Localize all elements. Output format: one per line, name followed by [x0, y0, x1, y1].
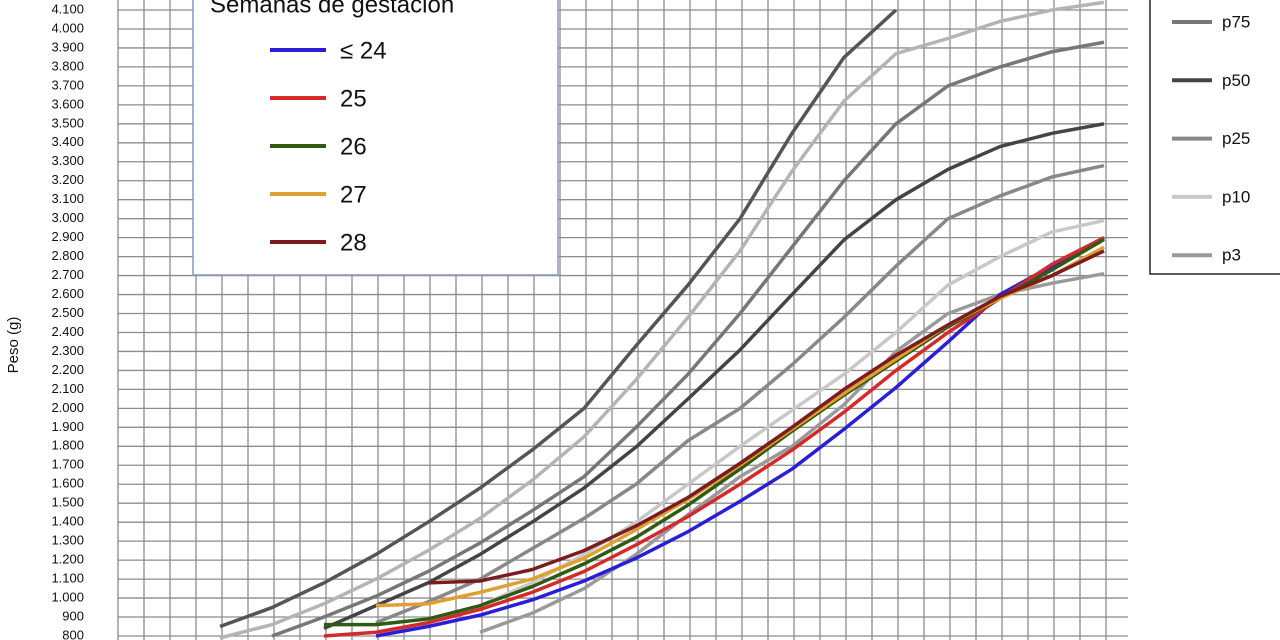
y-tick-label: 1.200 — [51, 552, 84, 567]
series-line — [479, 271, 1105, 634]
legend-label: ≤ 24 — [340, 37, 387, 64]
legend-gestation: Semanas de gestación ≤ 24 25 26 27 28 — [192, 0, 559, 276]
legend-label: p25 — [1222, 129, 1250, 148]
y-tick-label: 1.300 — [51, 533, 84, 548]
y-tick-label: 3.800 — [51, 58, 84, 73]
y-tick-label: 4.000 — [51, 20, 84, 35]
y-tick-label: 900 — [62, 608, 84, 623]
series-line — [271, 40, 1105, 638]
series-line — [323, 236, 1105, 638]
legend-label: 26 — [340, 133, 367, 160]
series-line — [427, 249, 1105, 585]
y-tick-label: 3.500 — [51, 115, 84, 130]
y-tick-label: 4.100 — [51, 1, 84, 16]
y-tick-label: 2.600 — [51, 286, 84, 301]
y-tick-label: 3.300 — [51, 153, 84, 168]
y-tick-label: 3.000 — [51, 210, 84, 225]
legend-label: p3 — [1222, 246, 1241, 265]
series-line — [427, 218, 1105, 623]
series-line — [375, 163, 1105, 625]
series-line — [219, 0, 1105, 640]
legend-label: p50 — [1222, 71, 1250, 90]
y-tick-label: 2.900 — [51, 229, 84, 244]
y-tick-label: 1.600 — [51, 476, 84, 491]
y-tick-label: 1.100 — [51, 571, 84, 586]
y-tick-label: 800 — [62, 627, 84, 640]
y-tick-label: 3.900 — [51, 39, 84, 54]
legend-label: 25 — [340, 85, 367, 112]
y-tick-label: 1.500 — [51, 495, 84, 510]
y-tick-label: 2.700 — [51, 267, 84, 282]
y-tick-label: 1.400 — [51, 514, 84, 529]
series-line — [323, 122, 1105, 631]
y-tick-label: 3.200 — [51, 172, 84, 187]
y-tick-label: 2.500 — [51, 305, 84, 320]
plot-lines — [219, 0, 1105, 640]
legend-box — [1149, 0, 1280, 275]
series-line — [324, 238, 1105, 627]
y-tick-label: 1.800 — [51, 438, 84, 453]
y-tick-label: 3.600 — [51, 96, 84, 111]
y-tick-label: 1.900 — [51, 419, 84, 434]
y-tick-label: 1.700 — [51, 457, 84, 472]
y-tick-label: 2.800 — [51, 248, 84, 263]
series-line — [219, 8, 898, 629]
y-tick-label: 1.000 — [51, 589, 84, 604]
y-tick-label: 3.400 — [51, 134, 84, 149]
legend-percentiles: p75 p50 p25 p10 p3 — [1149, 0, 1280, 275]
grid — [117, 0, 1128, 640]
legend-label: 28 — [340, 229, 367, 256]
y-axis-label: Peso (g) — [5, 317, 22, 374]
legend-label: p75 — [1222, 12, 1250, 31]
legend-box — [192, 0, 559, 276]
legend-label: 27 — [340, 181, 367, 208]
y-tick-label: 3.700 — [51, 77, 84, 92]
legend-title: Semanas de gestación — [210, 0, 454, 18]
legend-label: p10 — [1222, 187, 1250, 206]
y-tick-label: 3.100 — [51, 191, 84, 206]
y-tick-label: 2.100 — [51, 381, 84, 396]
y-tick-label: 2.200 — [51, 362, 84, 377]
y-tick-label: 2.000 — [51, 400, 84, 415]
y-tick-label: 2.400 — [51, 324, 84, 339]
y-tick-label: 2.300 — [51, 343, 84, 358]
